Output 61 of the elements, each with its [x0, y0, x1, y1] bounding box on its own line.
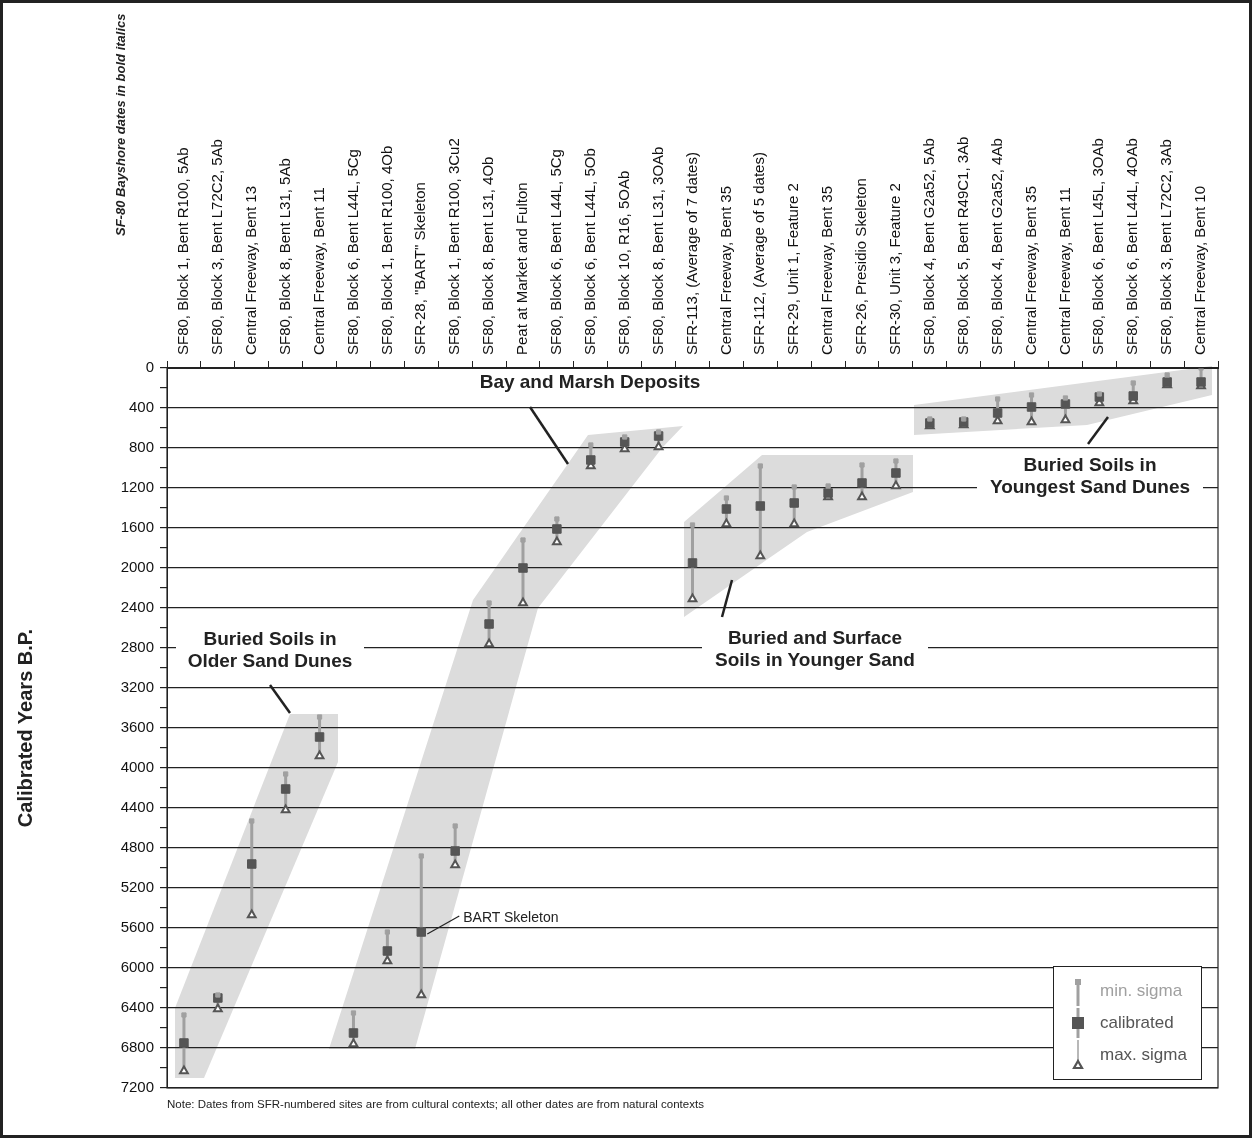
- y-tick-label: 1200: [120, 478, 154, 496]
- annotation: Buried Soils in Older Sand Dunes: [176, 628, 364, 672]
- y-tick-label: 1600: [120, 518, 154, 536]
- x-tick-label: Central Freeway, Bent 11: [309, 187, 327, 355]
- annotation: Buried Soils in Youngest Sand Dunes: [977, 454, 1203, 498]
- x-tick-label: SF80, Block 8, Bent L31, 4Ob: [479, 156, 497, 355]
- y-tick-label: 2400: [120, 598, 154, 616]
- y-tick-label: 400: [128, 398, 154, 416]
- x-tick-label: Central Freeway, Bent 35: [1021, 186, 1039, 355]
- legend-label: max. sigma: [1100, 1045, 1187, 1065]
- legend-label: calibrated: [1100, 1013, 1174, 1033]
- y-tick-label: 6800: [120, 1038, 154, 1056]
- y-tick-label: 2800: [120, 638, 154, 656]
- y-tick-label: 4400: [120, 798, 154, 816]
- x-tick-label: Peat at Market and Fulton: [513, 182, 531, 355]
- legend-label: min. sigma: [1100, 981, 1183, 1001]
- y-tick-label: 5600: [120, 918, 154, 936]
- x-tick-label: SF80, Block 8, Bent L31, 3OAb: [648, 146, 666, 355]
- x-tick-label: SFR-29, Unit 1, Feature 2: [784, 183, 802, 355]
- annotation: BART Skeleton: [463, 908, 559, 927]
- annotation: Buried and Surface Soils in Younger Sand: [702, 627, 928, 671]
- y-tick-label: 4800: [120, 838, 154, 856]
- x-tick-label: SF80, Block 8, Bent L31, 5Ab: [275, 158, 293, 355]
- x-tick-label: SF80, Block 3, Bent L72C2, 5Ab: [208, 139, 225, 355]
- x-tick-label: SF80, Block 6, Bent L44L, 4OAb: [1123, 138, 1141, 355]
- y-tick-label: 6000: [120, 958, 154, 976]
- x-tick-label: SFR-112, (Average of 5 dates): [750, 152, 768, 355]
- x-tick-label: Central Freeway, Bent 13: [241, 186, 259, 355]
- y-tick-label: 6400: [120, 998, 154, 1016]
- x-tick-label: SF80, Block 6, Bent L44L, 5Cg: [547, 149, 565, 355]
- y-tick-label: 4000: [120, 758, 154, 776]
- x-tick-label: SF80, Block 4, Bent G2a52, 4Ab: [987, 138, 1005, 355]
- text: Note: Dates from SFR-numbered sites are from cultural contexts; all other dates are from natural contexts: [167, 1098, 704, 1110]
- x-tick-label: SF80, Block 10, R16, 5OAb: [614, 170, 632, 355]
- annotation: Bay and Marsh Deposits: [456, 371, 724, 393]
- y-tick-label: 7200: [120, 1078, 154, 1096]
- chart-subtitle: SF-80 Bayshore dates in bold italics: [113, 13, 128, 236]
- x-tick-label: Central Freeway, Bent 35: [716, 186, 734, 355]
- y-tick-label: 0: [145, 358, 154, 376]
- x-tick-label: SFR-30, Unit 3, Feature 2: [886, 183, 904, 355]
- x-tick-label: Central Freeway, Bent 11: [1055, 187, 1073, 355]
- x-tick-label: Central Freeway, Bent 35: [818, 186, 836, 355]
- x-tick-label: SF80, Block 6, Bent L44L, 5Cg: [343, 149, 361, 355]
- y-tick-label: 5200: [120, 878, 154, 896]
- x-tick-label: SF80, Block 5, Bent R49C1, 3Ab: [953, 136, 971, 355]
- y-tick-label: 800: [128, 438, 154, 456]
- x-tick-label: SF80, Block 1, Bent R100, 4Ob: [377, 145, 395, 355]
- x-tick-label: SFR-26, Presidio Skeleton: [852, 178, 870, 355]
- x-tick-label: SFR-113, (Average of 7 dates): [682, 152, 700, 355]
- x-tick-label: SF80, Block 1, Bent R100, 5Ab: [174, 147, 192, 355]
- y-tick-label: 3600: [120, 718, 154, 736]
- x-tick-label: SF80, Block 4, Bent G2a52, 5Ab: [919, 138, 937, 355]
- y-tick-label: 3200: [120, 678, 154, 696]
- y-tick-label: 2000: [120, 558, 154, 576]
- x-tick-label: SFR-28, "BART" Skeleton: [411, 182, 429, 355]
- x-tick-label: SF80, Block 6, Bent L44L, 5Ob: [580, 148, 598, 355]
- x-tick-label: Central Freeway, Bent 10: [1191, 186, 1209, 355]
- x-tick-label: SF80, Block 1, Bent R100, 3Cu2: [445, 138, 463, 355]
- y-axis-title: Calibrated Years B.P.: [13, 628, 36, 828]
- x-tick-label: SF80, Block 3, Bent L72C2, 3Ab: [1157, 139, 1175, 355]
- x-tick-label: SF80, Block 6, Bent L45L, 3OAb: [1089, 138, 1107, 355]
